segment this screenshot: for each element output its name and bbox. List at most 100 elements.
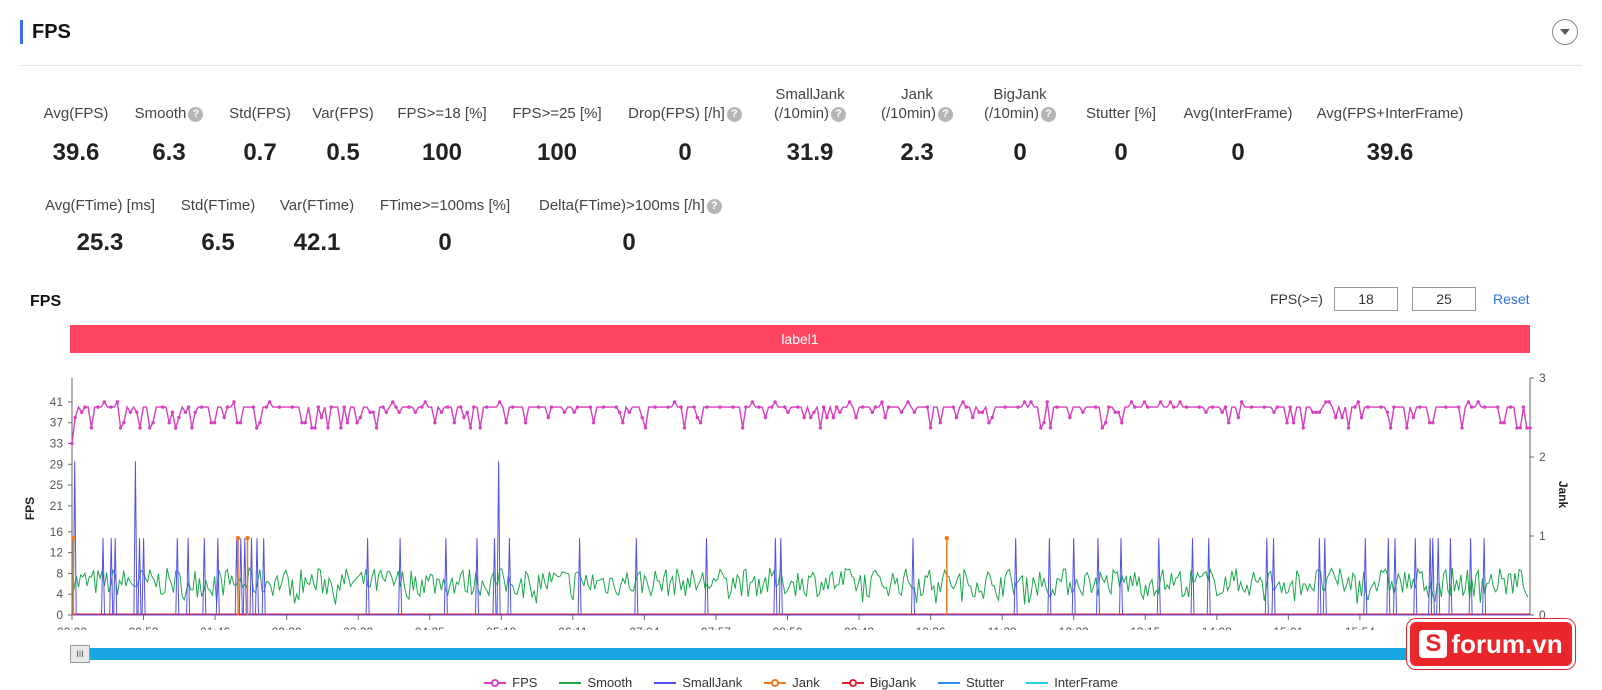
legend-item-smooth[interactable]: Smooth [559,676,632,690]
metric-stutter: Stutter [%] 0 [1031,104,1211,168]
y-left-tick-label: 21 [50,499,64,513]
series-fps-point [1272,410,1276,414]
series-fps-point [212,421,217,425]
series-fps-point [177,415,181,420]
series-fps-point [1495,405,1500,409]
series-fps-point [1359,415,1364,420]
logo-text: forum.vn [1451,629,1563,659]
series-fps-point [1239,400,1244,404]
metric-avg-ftime-ms: Avg(FTime) [ms] 25.3 [10,196,190,258]
help-icon[interactable]: ? [706,199,722,214]
series-fps-point [115,400,120,404]
series-fps-point [1518,426,1523,430]
series-fps-point [854,415,858,420]
chart-title: FPS [30,293,62,310]
series-fps-point [1502,421,1506,425]
series-fps-point [190,426,194,430]
series-fps-point [1113,410,1118,414]
series-fps-point [465,410,469,414]
series-fps-point [640,415,644,420]
y-left-tick-label: 12 [50,546,64,560]
legend-item-stutter[interactable]: Stutter [937,676,1004,690]
legend-label: InterFrame [1054,675,1118,690]
legend-item-jank[interactable]: Jank [764,675,820,690]
threshold-high-input[interactable] [1412,287,1476,311]
series-fps-point [1285,421,1289,425]
series-fps-point [193,410,197,414]
time-range-slider[interactable] [70,648,1530,660]
series-fps-point [485,405,489,409]
collapse-toggle-button[interactable] [1552,19,1578,45]
x-tick-label: 15:54 [1345,625,1375,630]
series-fps-point [938,421,942,425]
series-fps-point [1171,405,1176,409]
series-fps-point [498,400,502,404]
series-fps-point [812,410,816,414]
series-fps-point [575,405,580,409]
metric-smalljank: SmallJank (/10min)? 31.9 [720,85,900,168]
help-icon[interactable]: ? [1041,107,1056,122]
metric-var-fps: Var(FPS) 0.5 [253,104,433,168]
help-icon[interactable]: ? [938,107,953,122]
x-tick-label: 04:25 [415,625,445,630]
series-fps-point [1220,410,1224,414]
series-jank-point [944,535,949,541]
series-fps-point [446,405,450,409]
series-fps-point [70,441,74,446]
series-fps-point [232,400,236,404]
legend-item-fps[interactable]: FPS [484,676,537,690]
series-fps-point [174,426,178,430]
series-fps-point [1379,405,1383,409]
series-fps-point [1081,410,1085,414]
series-fps-point [980,410,985,414]
legend-item-bigjank[interactable]: BigJank [841,676,916,690]
y-right-tick-label: 1 [1539,529,1546,543]
chevron-down-icon [1560,29,1570,35]
series-fps-point [138,426,142,430]
reset-link[interactable]: Reset [1493,291,1530,307]
series-fps-point [886,405,891,409]
series-fps-point [381,405,385,409]
legend-item-interframe[interactable]: InterFrame [1026,676,1118,690]
metric-value: 0.5 [326,139,360,166]
series-fps-point [1094,405,1098,409]
label-band[interactable]: label1 [70,325,1530,353]
metric-label: Var(FTime) [279,197,355,214]
series-smooth-line [71,566,1529,605]
slider-handle[interactable]: III [70,645,90,663]
series-fps-point [358,415,363,420]
series-fps-point [880,400,884,404]
help-icon[interactable]: ? [726,107,742,122]
threshold-low-input[interactable] [1334,287,1398,311]
x-tick-label: 00:53 [129,625,159,630]
metric-drop-fps-h: Drop(FPS) [/h]? 0 [595,104,775,168]
series-fps-point [1236,415,1241,420]
metric-fps-25: FPS>=25 [%] 100 [467,104,647,168]
help-icon[interactable]: ? [831,107,846,122]
series-fps-point [397,410,401,414]
series-fps-point [459,405,463,409]
series-fps-point [1133,405,1137,409]
metric-label: Std(FTime) [180,197,256,214]
series-fps-point [413,410,418,414]
metric-label-unit: (/10min)? [827,104,1007,123]
series-fps-point [1120,421,1124,425]
series-fps-point [925,405,930,409]
metric-value: 0 [1114,139,1128,166]
metric-var-ftime: Var(FTime) 42.1 [227,196,407,258]
series-fps-point [1418,405,1422,409]
help-icon[interactable]: ? [188,107,204,122]
legend-item-smalljank[interactable]: SmallJank [654,676,742,690]
legend-label: Jank [792,675,820,690]
series-fps-point [1103,421,1108,425]
series-fps-point [1366,405,1370,409]
series-fps-point [838,410,842,414]
series-fps-point [1116,410,1121,414]
series-fps-point [1333,415,1338,420]
series-smalljank-line [72,461,1530,616]
y-left-tick-label: 25 [50,478,64,492]
series-fps-point [209,421,213,425]
series-fps-point [1385,410,1390,414]
series-fps-point [1392,405,1396,409]
metric-value: 42.1 [293,229,341,256]
